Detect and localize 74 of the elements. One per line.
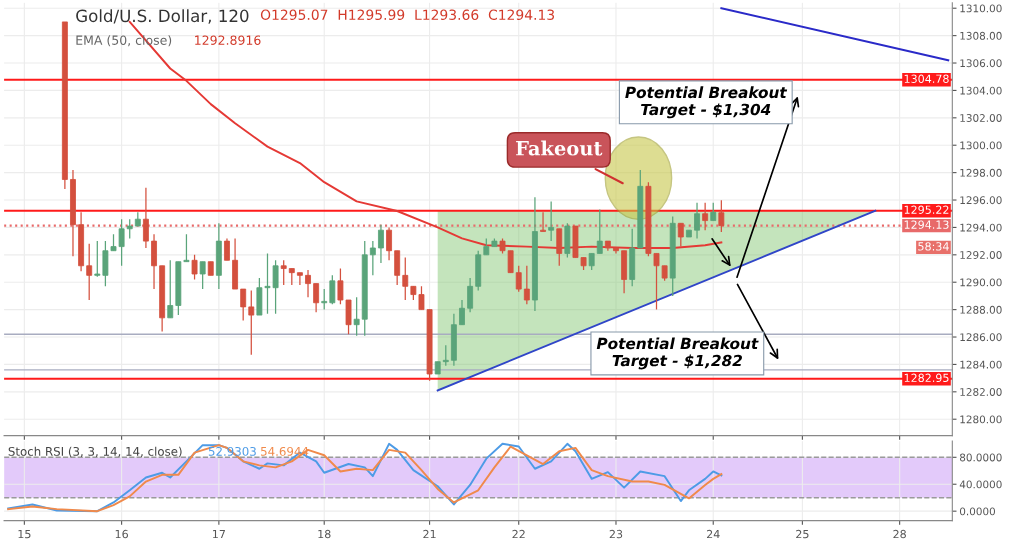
candlestick xyxy=(199,261,206,290)
candlestick xyxy=(677,222,684,248)
x-tick-label: 24 xyxy=(706,529,720,539)
candlestick xyxy=(280,259,287,286)
y-tick-label: 1284.00 xyxy=(960,360,1002,369)
candlestick xyxy=(126,218,133,240)
x-tick-label: 15 xyxy=(18,529,31,539)
candlestick xyxy=(142,187,149,249)
y-tick-label: 1310.00 xyxy=(960,4,1002,13)
ref-line-label: 1294.13 xyxy=(904,220,949,229)
annotation: Fakeout xyxy=(516,140,603,156)
chart-title: Stoch RSI (3, 3, 14, 14, close) xyxy=(8,446,182,458)
y-tick-label: 1306.00 xyxy=(960,59,1002,68)
y-tick-label: 1302.00 xyxy=(960,114,1002,122)
candlestick xyxy=(94,240,101,278)
y-tick-label: 1296.00 xyxy=(960,196,1002,205)
x-tick-label: 16 xyxy=(115,529,128,539)
chart-title: Gold/U.S. Dollar, 120 xyxy=(76,9,249,24)
candlestick xyxy=(296,272,303,286)
y-tick-label: 1280.00 xyxy=(960,415,1002,424)
candlestick xyxy=(523,265,530,305)
candlestick xyxy=(369,240,376,276)
candlestick xyxy=(353,296,360,337)
x-tick-label: 25 xyxy=(796,529,809,539)
x-tick-label: 18 xyxy=(318,529,331,539)
y-tick-label: 1292.00 xyxy=(960,251,1002,259)
ref-line-label: 1295.22 xyxy=(904,205,949,214)
y-tick-label: 1288.00 xyxy=(960,305,1002,314)
candlestick xyxy=(86,243,93,301)
candlestick xyxy=(540,211,546,233)
candlestick xyxy=(515,265,522,293)
candlestick xyxy=(467,277,474,313)
y-tick-label: 1294.00 xyxy=(960,223,1002,232)
candlestick xyxy=(718,199,725,233)
annotation: 58:34 xyxy=(918,242,949,251)
y-tick-label: 1290.00 xyxy=(960,278,1002,287)
x-tick-label: 17 xyxy=(213,529,225,539)
y-tick-label: 40.0000 xyxy=(959,480,1002,489)
candlestick xyxy=(548,200,555,242)
x-tick-label: 23 xyxy=(609,529,623,539)
y-tick-label: 1308.00 xyxy=(960,31,1002,40)
y-tick-label: 1298.00 xyxy=(960,168,1002,177)
candlestick xyxy=(329,274,336,305)
annotation: O1295.07 H1295.99 L1293.66 C1294.13 xyxy=(260,9,555,20)
candlestick xyxy=(694,202,700,240)
candlestick xyxy=(321,288,328,311)
candlestick xyxy=(702,202,709,231)
candlestick xyxy=(240,288,247,322)
annotation: 1292.8916 xyxy=(195,35,261,45)
ref-line-label: 1304.78 xyxy=(904,74,949,83)
annotation: Potential Breakout Target - $1,282 xyxy=(596,337,759,370)
candlestick xyxy=(442,344,449,367)
candlestick xyxy=(459,299,465,326)
y-tick-label: 1286.00 xyxy=(960,333,1002,342)
candlestick xyxy=(191,254,198,281)
candlestick xyxy=(596,208,603,255)
annotation: Potential Breakout Target - $1,304 xyxy=(625,86,788,119)
candlestick xyxy=(224,237,230,261)
y-tick-label: 1300.00 xyxy=(960,141,1002,150)
candlestick xyxy=(167,259,174,319)
candlestick xyxy=(313,282,320,313)
x-tick-label: 28 xyxy=(893,529,906,539)
candlestick xyxy=(305,269,311,298)
candlestick xyxy=(402,256,409,301)
y-tick-label: 1304.00 xyxy=(960,86,1002,95)
candlestick xyxy=(378,224,384,264)
candlestick xyxy=(248,289,255,356)
x-tick-label: 21 xyxy=(423,529,436,539)
candlestick xyxy=(386,226,392,261)
x-tick-label: 22 xyxy=(512,529,525,539)
y-tick-label: 0.0000 xyxy=(959,507,996,516)
y-tick-label: 1282.00 xyxy=(960,388,1002,396)
y-tick-label: 80.0000 xyxy=(959,453,1002,462)
ref-line-label: 1282.95 xyxy=(904,373,949,383)
